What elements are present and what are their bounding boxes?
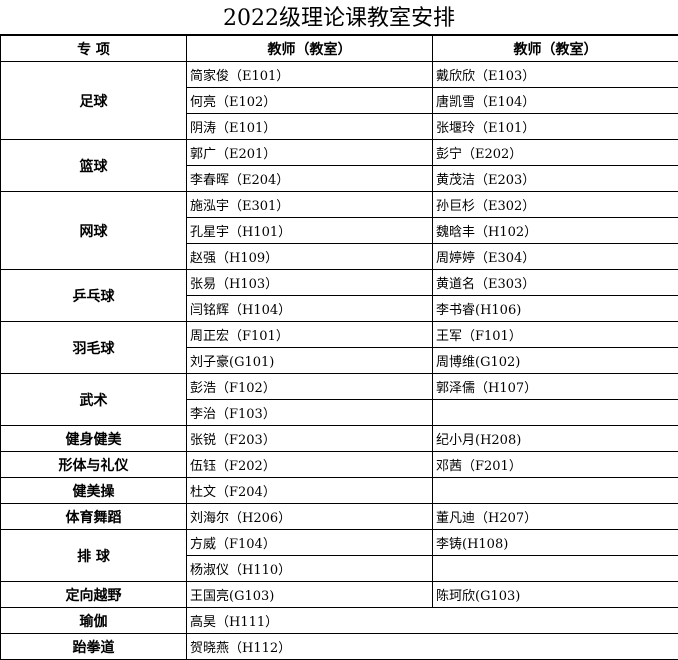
teacher-cell[interactable]: 郭广（E201） — [187, 140, 433, 166]
sport-cell[interactable]: 排 球 — [1, 530, 187, 582]
table-row: 篮球郭广（E201）彭宁（E202） — [1, 140, 678, 166]
table-body: 专 项 教师（教室） 教师（教室） 足球简家俊（E101）戴欣欣（E103）何亮… — [1, 36, 678, 660]
teacher-cell[interactable]: 方威（F104） — [187, 530, 433, 556]
table-row: 健美操杜文（F204） — [1, 478, 678, 504]
teacher-cell[interactable]: 彭宁（E202） — [433, 140, 678, 166]
table-row: 跆拳道贺晓燕（H112） — [1, 634, 678, 660]
teacher-cell[interactable]: 阴涛（E101） — [187, 114, 433, 140]
table-row: 体育舞蹈刘海尔（H206）董凡迪（H207） — [1, 504, 678, 530]
teacher-cell[interactable]: 纪小月(H208) — [433, 426, 678, 452]
sport-cell[interactable]: 乒乓球 — [1, 270, 187, 322]
teacher-cell[interactable]: 郭泽儒（H107） — [433, 374, 678, 400]
table-row: 足球简家俊（E101）戴欣欣（E103） — [1, 62, 678, 88]
teacher-cell[interactable]: 高昊（H111） — [187, 608, 678, 634]
teacher-cell[interactable]: 彭浩（F102） — [187, 374, 433, 400]
table-row: 羽毛球周正宏（F101）王军（F101） — [1, 322, 678, 348]
sport-cell[interactable]: 网球 — [1, 192, 187, 270]
teacher-cell[interactable]: 杨淑仪（H110） — [187, 556, 433, 582]
header-teacher-1: 教师（教室） — [187, 36, 433, 62]
table-row: 排 球方威（F104）李铸(H108) — [1, 530, 678, 556]
teacher-cell[interactable]: 唐凯雪（E104） — [433, 88, 678, 114]
sheet-title: 2022级理论课教室安排 — [0, 0, 678, 35]
teacher-cell[interactable]: 李铸(H108) — [433, 530, 678, 556]
sport-cell[interactable]: 体育舞蹈 — [1, 504, 187, 530]
teacher-cell[interactable]: 孔星宇（H101） — [187, 218, 433, 244]
table-row: 网球施泓宇（E301）孙巨杉（E302） — [1, 192, 678, 218]
table-row: 瑜伽高昊（H111） — [1, 608, 678, 634]
table-row: 健身健美张锐（F203）纪小月(H208) — [1, 426, 678, 452]
teacher-cell[interactable]: 刘子豪(G101) — [187, 348, 433, 374]
teacher-cell[interactable]: 董凡迪（H207） — [433, 504, 678, 530]
teacher-cell[interactable]: 王军（F101） — [433, 322, 678, 348]
sport-cell[interactable]: 武术 — [1, 374, 187, 426]
teacher-cell[interactable]: 戴欣欣（E103） — [433, 62, 678, 88]
teacher-cell[interactable]: 李书睿(H106) — [433, 296, 678, 322]
teacher-cell[interactable]: 施泓宇（E301） — [187, 192, 433, 218]
header-sport: 专 项 — [1, 36, 187, 62]
teacher-cell[interactable]: 杜文（F204） — [187, 478, 433, 504]
teacher-cell[interactable] — [433, 400, 678, 426]
teacher-cell[interactable]: 魏晗丰（H102） — [433, 218, 678, 244]
table-row: 形体与礼仪伍钰（F202）邓茜（F201） — [1, 452, 678, 478]
teacher-cell[interactable] — [433, 556, 678, 582]
teacher-cell[interactable]: 陈珂欣(G103) — [433, 582, 678, 608]
table-row: 武术彭浩（F102）郭泽儒（H107） — [1, 374, 678, 400]
teacher-cell[interactable]: 张锐（F203） — [187, 426, 433, 452]
header-row: 专 项 教师（教室） 教师（教室） — [1, 36, 678, 62]
teacher-cell[interactable]: 王国亮(G103) — [187, 582, 433, 608]
sport-cell[interactable]: 跆拳道 — [1, 634, 187, 660]
teacher-cell[interactable]: 黄茂洁（E203） — [433, 166, 678, 192]
teacher-cell[interactable]: 周婷婷（E304） — [433, 244, 678, 270]
teacher-cell[interactable]: 张易（H103） — [187, 270, 433, 296]
sport-cell[interactable]: 定向越野 — [1, 582, 187, 608]
teacher-cell[interactable]: 何亮（E102） — [187, 88, 433, 114]
sport-cell[interactable]: 瑜伽 — [1, 608, 187, 634]
sport-cell[interactable]: 篮球 — [1, 140, 187, 192]
teacher-cell[interactable]: 简家俊（E101） — [187, 62, 433, 88]
header-teacher-2: 教师（教室） — [433, 36, 678, 62]
schedule-table: 专 项 教师（教室） 教师（教室） 足球简家俊（E101）戴欣欣（E103）何亮… — [0, 35, 678, 660]
teacher-cell[interactable]: 刘海尔（H206） — [187, 504, 433, 530]
teacher-cell[interactable]: 张堰玲（E101） — [433, 114, 678, 140]
table-row: 乒乓球张易（H103）黄道名（E303） — [1, 270, 678, 296]
teacher-cell[interactable]: 李春晖（E204） — [187, 166, 433, 192]
teacher-cell[interactable]: 伍钰（F202） — [187, 452, 433, 478]
teacher-cell[interactable]: 邓茜（F201） — [433, 452, 678, 478]
sport-cell[interactable]: 形体与礼仪 — [1, 452, 187, 478]
teacher-cell[interactable]: 周正宏（F101） — [187, 322, 433, 348]
teacher-cell[interactable]: 赵强（H109） — [187, 244, 433, 270]
teacher-cell[interactable]: 周博维(G102) — [433, 348, 678, 374]
teacher-cell[interactable]: 黄道名（E303） — [433, 270, 678, 296]
teacher-cell[interactable] — [433, 478, 678, 504]
sport-cell[interactable]: 足球 — [1, 62, 187, 140]
table-row: 定向越野王国亮(G103)陈珂欣(G103) — [1, 582, 678, 608]
sport-cell[interactable]: 健美操 — [1, 478, 187, 504]
sport-cell[interactable]: 羽毛球 — [1, 322, 187, 374]
sport-cell[interactable]: 健身健美 — [1, 426, 187, 452]
teacher-cell[interactable]: 贺晓燕（H112） — [187, 634, 678, 660]
teacher-cell[interactable]: 李治（F103） — [187, 400, 433, 426]
teacher-cell[interactable]: 闫铭辉（H104） — [187, 296, 433, 322]
teacher-cell[interactable]: 孙巨杉（E302） — [433, 192, 678, 218]
